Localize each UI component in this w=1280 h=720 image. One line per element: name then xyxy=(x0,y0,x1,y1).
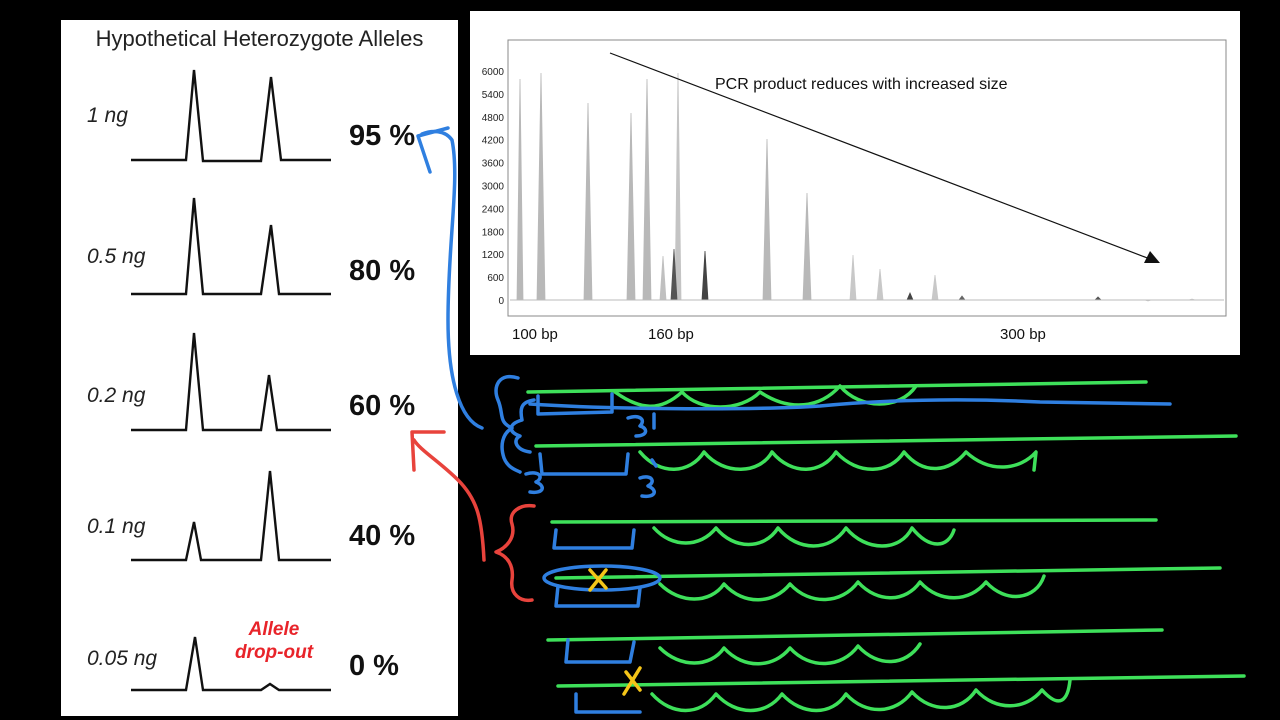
electropherogram-panel: 6000 5400 4800 4200 3600 3000 2400 1800 1200 600 0… xyxy=(470,11,1240,355)
blue-arrowhead-95 xyxy=(416,126,450,174)
ep-annotation: PCR product reduces with increased size xyxy=(715,76,1008,93)
label-3prime-c xyxy=(638,458,658,499)
red-brace xyxy=(494,503,536,603)
blue-long-strand xyxy=(528,398,1172,411)
trend-arrowhead xyxy=(1144,251,1160,263)
peak-trace-1ng xyxy=(131,69,331,163)
dose-label-0.1ng: 0.1 ng xyxy=(87,515,146,538)
peak-trace-0.5ng xyxy=(131,197,331,296)
dose-label-1ng: 1 ng xyxy=(87,104,128,127)
y-tick-label: 3600 xyxy=(482,159,505,170)
primer-4 xyxy=(554,584,642,608)
dose-label-0.05ng: 0.05 ng xyxy=(87,647,158,670)
allele-peaks-graphic xyxy=(131,69,331,692)
label-3prime-b xyxy=(524,471,544,495)
red-arrow-to-60 xyxy=(412,438,486,562)
x-mark-2 xyxy=(622,666,642,696)
primer-1 xyxy=(536,392,614,416)
y-tick-label: 0 xyxy=(498,296,504,307)
bp-label-300: 300 bp xyxy=(1000,326,1046,343)
percent-label-0.2ng: 60 % xyxy=(349,390,416,422)
dose-label-0.5ng: 0.5 ng xyxy=(87,245,146,268)
allele-panel: Hypothetical Heterozygote Alleles 1 ng 0… xyxy=(61,20,458,716)
strand-2-top xyxy=(534,434,1238,448)
y-tick-label: 3000 xyxy=(482,182,505,193)
y-tick-label: 600 xyxy=(487,273,504,284)
allele-dropout-line2: drop-out xyxy=(234,642,314,663)
primer-4-circle xyxy=(542,564,662,592)
strand-4-top xyxy=(554,566,1222,580)
strand-3-bottom xyxy=(652,526,956,548)
y-tick-label: 1200 xyxy=(482,250,505,261)
y-tick-label: 5400 xyxy=(482,90,505,101)
blue-primers xyxy=(524,392,1172,714)
allele-panel-title: Hypothetical Heterozygote Alleles xyxy=(95,26,424,51)
bp-label-100: 100 bp xyxy=(512,326,558,343)
y-tick-label: 2400 xyxy=(482,204,505,215)
peak-trace-0.2ng xyxy=(131,332,331,432)
blue-arrow-to-95 xyxy=(420,129,484,430)
strand-4-bottom xyxy=(658,574,1046,602)
strand-3-top xyxy=(550,518,1158,524)
primer-2 xyxy=(538,452,630,476)
x-mark-1 xyxy=(588,568,608,592)
bp-label-160: 160 bp xyxy=(648,326,694,343)
red-arrowhead-60 xyxy=(410,430,446,472)
label-3prime-a xyxy=(626,412,656,438)
peak-trace-0.05ng xyxy=(131,636,331,692)
percent-label-0.1ng: 40 % xyxy=(349,520,416,552)
green-strands xyxy=(526,380,1246,713)
strand-6-bottom xyxy=(650,678,1072,713)
percent-label-0.5ng: 80 % xyxy=(349,255,416,287)
y-tick-label: 4800 xyxy=(482,113,505,124)
y-tick-label: 6000 xyxy=(482,67,505,78)
primer-5 xyxy=(564,638,636,664)
percent-label-1ng: 95 % xyxy=(349,120,416,152)
plot-area xyxy=(507,39,1227,317)
strand-6-top xyxy=(556,674,1246,688)
allele-dropout-label: Allele drop-out xyxy=(219,618,329,664)
blue-brace-1 xyxy=(494,374,522,474)
peak-trace-0.1ng xyxy=(131,470,331,562)
blue-brace-2 xyxy=(509,398,536,454)
primer-3 xyxy=(552,528,636,550)
y-tick-label: 1800 xyxy=(482,227,505,238)
yellow-x-marks xyxy=(588,568,642,696)
peaks xyxy=(510,72,1224,302)
strand-5-bottom xyxy=(658,642,922,666)
dose-label-0.2ng: 0.2 ng xyxy=(87,384,146,407)
strand-2-bottom xyxy=(638,450,1038,472)
primer-6 xyxy=(574,692,642,714)
strand-5-top xyxy=(546,628,1164,642)
trend-arrow-line xyxy=(609,52,1151,260)
y-tick-label: 4200 xyxy=(482,136,505,147)
allele-dropout-line1: Allele xyxy=(248,619,300,640)
percent-label-0.05ng: 0 % xyxy=(349,650,399,682)
